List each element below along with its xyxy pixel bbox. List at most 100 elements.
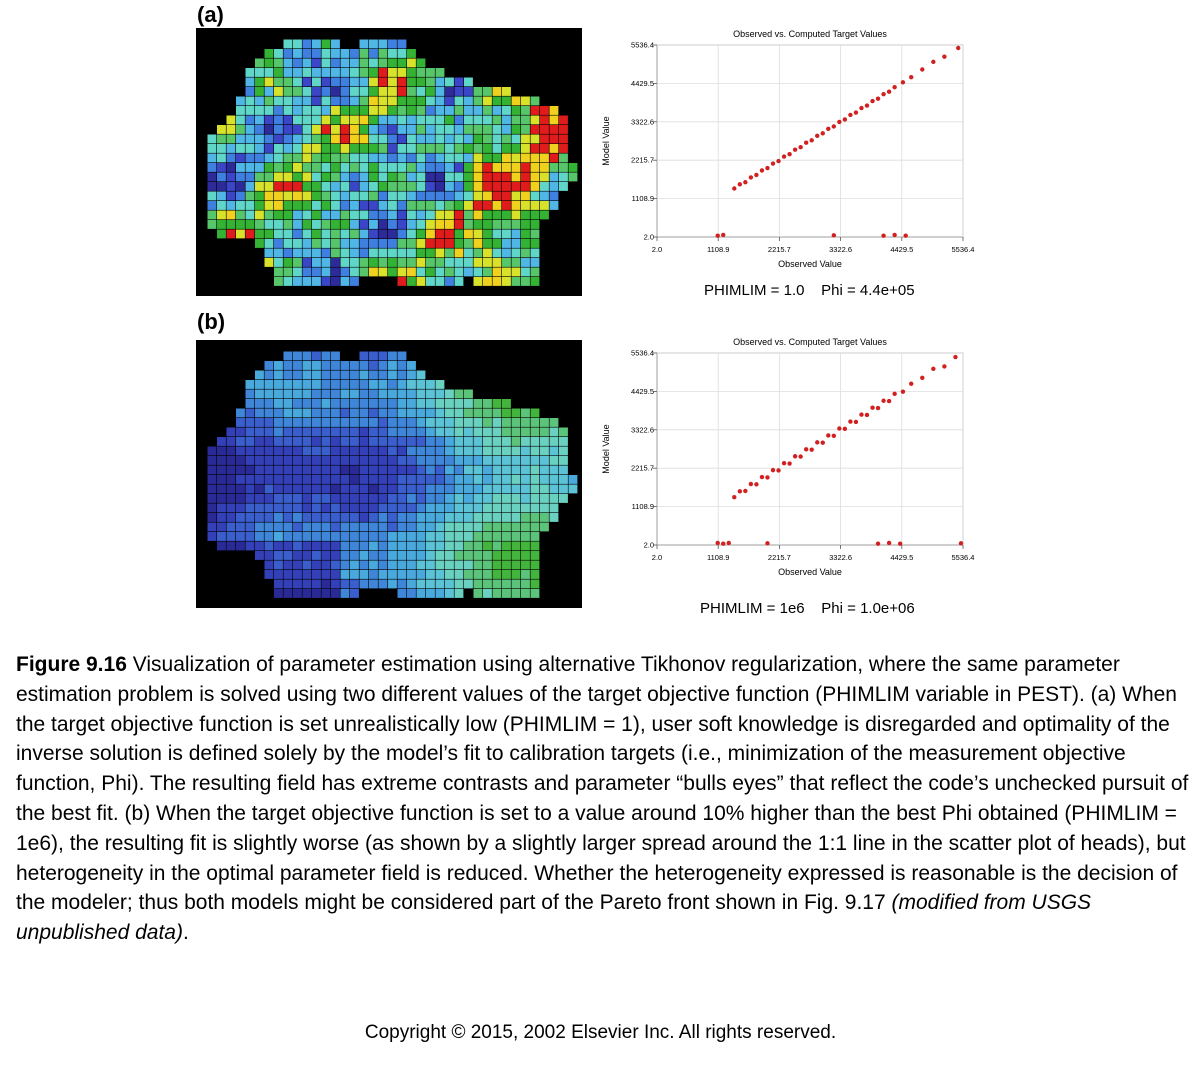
- map-cell: [530, 153, 540, 163]
- data-point: [737, 489, 743, 494]
- map-cell: [530, 513, 540, 522]
- map-cell: [445, 172, 454, 182]
- map-cell: [435, 239, 445, 248]
- map-cell: [397, 39, 407, 49]
- map-cell: [435, 427, 445, 437]
- map-cell: [359, 560, 369, 570]
- map-cell: [331, 427, 340, 437]
- map-cell: [435, 182, 445, 191]
- map-cell: [350, 370, 359, 380]
- map-cell: [302, 58, 312, 68]
- map-cell: [331, 513, 340, 522]
- map-cell: [255, 484, 264, 494]
- map-cell: [312, 408, 321, 418]
- y-tick-label: 3322.6: [631, 117, 654, 126]
- map-cell: [416, 153, 426, 163]
- data-point: [886, 540, 892, 546]
- map-cell: [312, 380, 321, 389]
- map-cell: [435, 96, 445, 106]
- map-cell: [359, 551, 369, 560]
- map-cell: [388, 494, 397, 503]
- data-point: [831, 233, 837, 238]
- map-cell: [397, 513, 407, 522]
- map-cell: [350, 437, 359, 446]
- map-cell: [388, 239, 397, 248]
- map-cell: [435, 484, 445, 494]
- map-cell: [236, 172, 245, 182]
- map-cell: [340, 427, 350, 437]
- map-cell: [321, 579, 331, 589]
- map-cell: [312, 172, 321, 182]
- map-cell: [397, 144, 407, 153]
- map-cell: [559, 115, 568, 125]
- x-tick-label: 2215.7: [768, 553, 791, 562]
- map-cell: [340, 389, 350, 399]
- map-cell: [293, 589, 302, 598]
- map-cell: [445, 446, 454, 456]
- map-cell: [454, 163, 464, 172]
- data-point: [815, 133, 820, 138]
- map-cell: [426, 229, 435, 239]
- map-cell: [454, 427, 464, 437]
- map-cell: [397, 58, 407, 68]
- map-cell: [331, 144, 340, 153]
- map-cell: [388, 220, 397, 229]
- map-cell: [445, 87, 454, 96]
- map-cell: [274, 494, 283, 503]
- map-cell: [378, 182, 388, 191]
- map-cell: [255, 144, 264, 153]
- map-cell: [388, 106, 397, 115]
- map-cell: [407, 201, 416, 210]
- map-cell: [245, 191, 255, 201]
- map-cell: [369, 239, 378, 248]
- map-cell: [264, 68, 274, 77]
- map-cell: [274, 229, 283, 239]
- map-cell: [530, 408, 540, 418]
- map-cell: [283, 39, 293, 49]
- map-cell: [331, 389, 340, 399]
- map-cell: [483, 229, 492, 239]
- map-cell: [407, 437, 416, 446]
- map-cell: [340, 551, 350, 560]
- map-cell: [530, 96, 540, 106]
- parameter-field-map-b: [196, 340, 582, 608]
- map-cell: [435, 522, 445, 532]
- map-cell: [312, 456, 321, 465]
- map-cell: [397, 172, 407, 182]
- map-cell: [283, 172, 293, 182]
- map-cell: [407, 182, 416, 191]
- map-cell: [340, 465, 350, 475]
- map-cell: [293, 579, 302, 589]
- map-cell: [530, 115, 540, 125]
- map-cell: [559, 182, 568, 191]
- map-cell: [217, 153, 226, 163]
- map-cell: [236, 220, 245, 229]
- map-cell: [340, 229, 350, 239]
- map-cell: [378, 163, 388, 172]
- map-cell: [283, 267, 293, 277]
- map-cell: [483, 579, 492, 589]
- map-cell: [293, 144, 302, 153]
- map-cell: [492, 248, 502, 258]
- map-cell: [245, 380, 255, 389]
- map-cell: [416, 446, 426, 456]
- map-cell: [568, 475, 578, 484]
- map-cell: [331, 532, 340, 541]
- map-cell: [483, 239, 492, 248]
- map-cell: [559, 125, 568, 134]
- map-cell: [502, 532, 511, 541]
- map-cell: [359, 522, 369, 532]
- map-cell: [264, 399, 274, 408]
- map-cell: [549, 163, 559, 172]
- map-cell: [359, 201, 369, 210]
- map-cell: [407, 513, 416, 522]
- map-cell: [226, 446, 236, 456]
- map-cell: [255, 389, 264, 399]
- map-cell: [445, 589, 454, 598]
- map-cell: [454, 399, 464, 408]
- map-cell: [454, 465, 464, 475]
- map-cell: [483, 465, 492, 475]
- map-cell: [397, 229, 407, 239]
- map-cell: [378, 370, 388, 380]
- map-cell: [264, 570, 274, 579]
